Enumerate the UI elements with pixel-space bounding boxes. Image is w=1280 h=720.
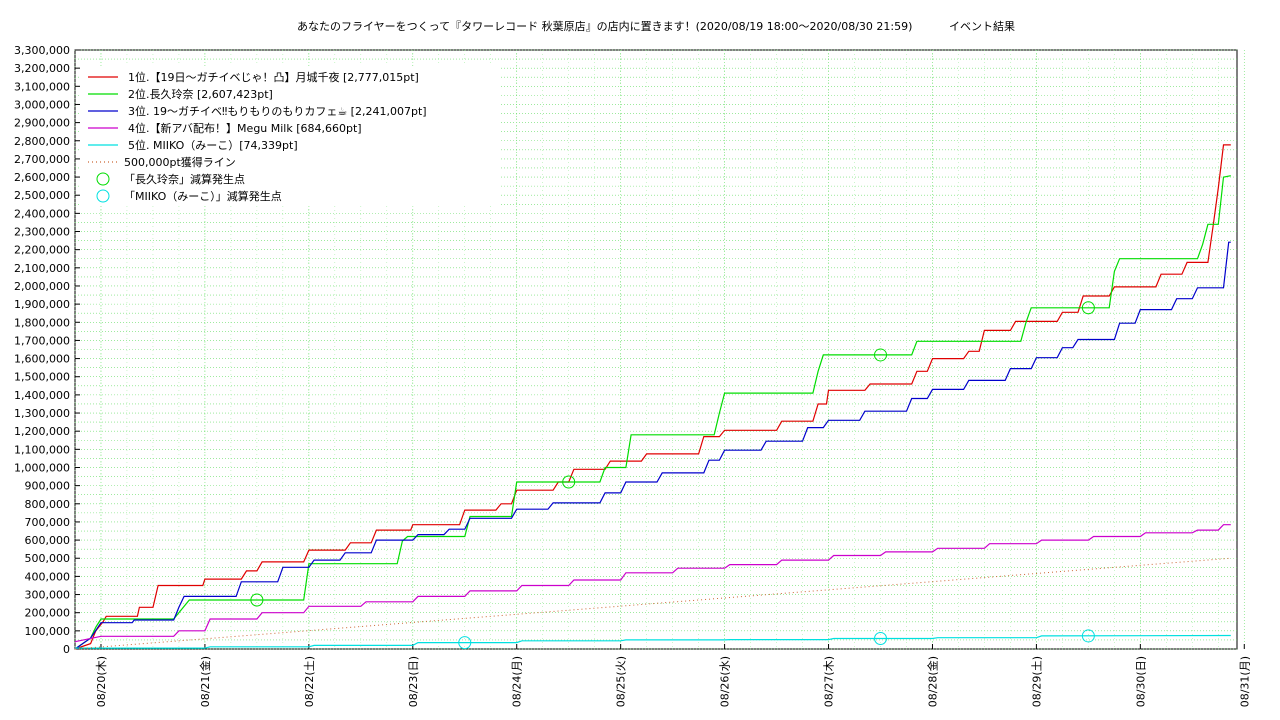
series-line-4 [74, 524, 1231, 643]
marker-point-2 [874, 631, 888, 645]
y-tick-label: 3,000,000 [14, 98, 70, 111]
marker-point-1 [874, 348, 888, 362]
y-tick-label: 1,900,000 [14, 298, 70, 311]
legend-label-3: 3位. 19〜ガチイベ‼もりもりのもりカフェ☕ [2,241,007pt] [128, 104, 427, 118]
y-tick-label: 3,300,000 [14, 44, 70, 57]
y-tick-label: 1,300,000 [14, 407, 70, 420]
y-tick-label: 900,000 [25, 480, 71, 493]
y-tick-label: 2,300,000 [14, 226, 70, 239]
y-tick-label: 3,100,000 [14, 80, 70, 93]
marker-point-1 [250, 593, 264, 607]
series-group [74, 144, 1231, 650]
legend-label-5: 5位. MIIKO（みーこ）[74,339pt] [128, 138, 298, 152]
x-tick-label: 08/24(月) [511, 656, 524, 707]
legend-marker-1 [96, 172, 110, 186]
y-tick-label: 500,000 [25, 552, 71, 565]
y-tick-label: 2,600,000 [14, 171, 70, 184]
y-tick-label: 1,600,000 [14, 353, 70, 366]
y-tick-label: 2,200,000 [14, 244, 70, 257]
legend-label-1: 1位.【19日〜ガチイベじゃ！凸】月城千夜 [2,777,015pt] [128, 70, 419, 84]
chart-subtitle: イベント結果 [949, 19, 1015, 33]
marker-point-2 [458, 636, 472, 650]
y-tick-label: 1,700,000 [14, 334, 70, 347]
legend-label-2: 2位.長久玲奈 [2,607,423pt] [128, 87, 273, 101]
legend-box [80, 66, 500, 206]
y-tick-label: 2,900,000 [14, 117, 70, 130]
y-tick-label: 1,100,000 [14, 443, 70, 456]
y-tick-label: 2,700,000 [14, 153, 70, 166]
y-tick-label: 800,000 [25, 498, 71, 511]
marker-point-1 [1081, 301, 1095, 315]
y-tick-label: 200,000 [25, 607, 71, 620]
series-line-5 [75, 634, 1231, 649]
y-tick-label: 100,000 [25, 625, 71, 638]
legend-label-4: 4位.【新アバ配布！】Megu Milk [684,660pt] [128, 121, 362, 135]
y-tick-label: 2,500,000 [14, 189, 70, 202]
y-tick-label: 2,400,000 [14, 207, 70, 220]
x-axis: 08/20(木) 08/21(金) 08/22(土) 08/23(日) 08/24(月)… [95, 644, 1251, 707]
legend-label-6: 500,000pt獲得ライン [124, 156, 236, 169]
x-tick-label: 08/30(日) [1134, 656, 1147, 707]
series-line-1 [74, 144, 1231, 650]
y-tick-label: 1,200,000 [14, 425, 70, 438]
y-tick-label: 2,000,000 [14, 280, 70, 293]
y-tick-label: 2,100,000 [14, 262, 70, 275]
x-tick-label: 08/29(土) [1030, 656, 1043, 707]
x-tick-label: 08/31(月) [1238, 656, 1251, 707]
legend-marker-label-2: 「MIIKO（みーこ）」減算発生点 [124, 189, 282, 203]
y-tick-label: 2,800,000 [14, 135, 70, 148]
x-tick-label: 08/21(金) [198, 656, 212, 707]
series-line-2 [74, 175, 1231, 650]
y-tick-label: 1,800,000 [14, 316, 70, 329]
y-tick-label: 0 [63, 643, 70, 656]
y-tick-label: 1,500,000 [14, 371, 70, 384]
legend: 1位.【19日〜ガチイベじゃ！凸】月城千夜 [2,777,015pt] 2位.長久… [80, 66, 500, 206]
y-tick-label: 700,000 [25, 516, 71, 529]
marker-point-1 [562, 475, 576, 489]
marker-point-2 [1081, 629, 1095, 643]
y-tick-label: 3,200,000 [14, 62, 70, 75]
legend-marker-label-1: 「長久玲奈」減算発生点 [124, 172, 245, 186]
x-tick-label: 08/26(水) [719, 656, 732, 707]
series-line-3 [74, 241, 1231, 650]
y-tick-label: 400,000 [25, 570, 71, 583]
x-tick-label: 08/23(日) [407, 656, 420, 707]
chart-title: あなたのフライヤーをつくって『タワーレコード 秋葉原店』の店内に置きます！(20… [297, 19, 912, 33]
y-tick-label: 600,000 [25, 534, 71, 547]
x-tick-label: 08/25(火) [615, 656, 628, 707]
y-axis: 0 100,000 200,000 300,000 400,000 500,000 600,… [14, 44, 80, 656]
y-tick-label: 300,000 [25, 589, 71, 602]
legend-marker-2 [96, 189, 110, 203]
x-tick-label: 08/20(木) [95, 656, 108, 707]
x-tick-label: 08/28(金) [925, 656, 939, 707]
y-tick-label: 1,000,000 [14, 461, 70, 474]
y-tick-label: 1,400,000 [14, 389, 70, 402]
x-tick-label: 08/22(土) [303, 656, 316, 707]
markers-group [250, 301, 1095, 650]
x-tick-label: 08/27(木) [823, 656, 836, 707]
